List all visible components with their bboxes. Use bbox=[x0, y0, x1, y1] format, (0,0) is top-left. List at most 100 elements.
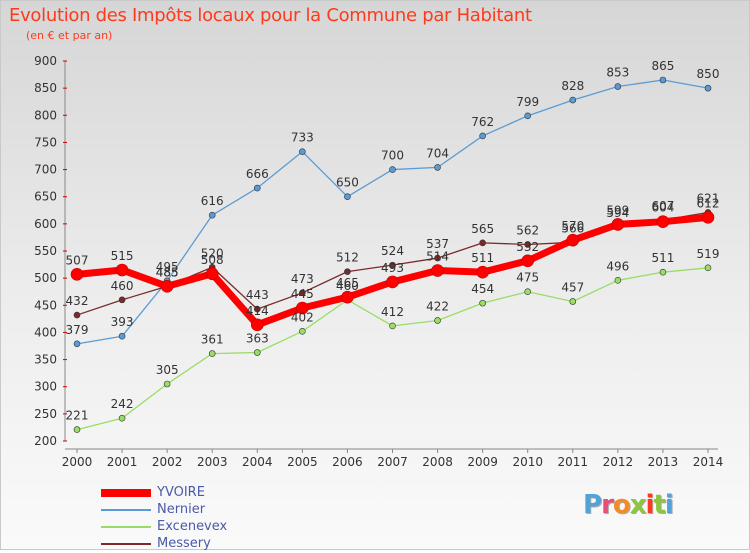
x-tick-label: 2012 bbox=[603, 455, 634, 469]
data-point-nernier bbox=[208, 211, 216, 219]
data-point-yvoire bbox=[160, 279, 174, 293]
logo-letter: x bbox=[629, 490, 647, 520]
data-label-yvoire: 515 bbox=[111, 249, 134, 263]
data-point-excenevex bbox=[253, 349, 261, 356]
data-point-yvoire bbox=[115, 263, 129, 277]
logo-letter: r bbox=[601, 490, 614, 520]
data-label-excenevex: 361 bbox=[201, 333, 224, 347]
data-point-messery bbox=[118, 296, 126, 304]
data-point-yvoire bbox=[70, 268, 84, 281]
data-point-excenevex bbox=[524, 288, 532, 296]
data-label-excenevex: 475 bbox=[516, 271, 539, 285]
x-tick-label: 2000 bbox=[62, 455, 93, 469]
data-point-yvoire bbox=[250, 318, 264, 332]
data-point-messery bbox=[524, 241, 532, 248]
legend-swatch bbox=[101, 489, 151, 497]
data-label-messery: 524 bbox=[381, 244, 404, 258]
legend-swatch bbox=[101, 526, 151, 528]
logo-letter: t bbox=[653, 490, 665, 520]
data-label-excenevex: 511 bbox=[651, 251, 674, 265]
y-tick-label: 750 bbox=[34, 135, 57, 149]
y-tick-label: 850 bbox=[34, 81, 57, 95]
data-point-nernier bbox=[253, 184, 261, 192]
data-label-yvoire: 514 bbox=[426, 250, 449, 264]
data-point-excenevex bbox=[479, 299, 486, 307]
data-label-yvoire: 493 bbox=[381, 261, 404, 275]
data-label-nernier: 700 bbox=[381, 149, 404, 163]
x-tick-label: 2008 bbox=[422, 455, 453, 469]
data-point-nernier bbox=[479, 132, 486, 140]
logo-letter: o bbox=[612, 490, 631, 520]
data-label-excenevex: 412 bbox=[381, 305, 404, 319]
data-label-nernier: 733 bbox=[291, 131, 314, 145]
logo-letter: i bbox=[664, 490, 674, 520]
legend-label: Excenevex bbox=[157, 519, 228, 534]
data-label-nernier: 853 bbox=[606, 66, 629, 80]
data-label-excenevex: 363 bbox=[246, 332, 269, 346]
y-tick-label: 300 bbox=[34, 380, 57, 394]
x-tick-label: 2010 bbox=[512, 455, 543, 469]
data-label-excenevex: 496 bbox=[606, 259, 629, 273]
x-tick-label: 2014 bbox=[693, 455, 724, 469]
data-point-yvoire bbox=[386, 275, 399, 289]
data-point-excenevex bbox=[118, 414, 126, 422]
data-point-nernier bbox=[659, 76, 667, 84]
x-tick-label: 2007 bbox=[377, 455, 408, 469]
data-label-yvoire: 445 bbox=[291, 287, 314, 301]
data-label-nernier: 393 bbox=[111, 315, 134, 329]
data-label-yvoire: 532 bbox=[516, 240, 539, 254]
data-label-excenevex: 422 bbox=[426, 299, 449, 313]
legend-label: YVOIRE bbox=[157, 485, 205, 500]
data-label-yvoire: 604 bbox=[651, 201, 674, 215]
y-tick-label: 800 bbox=[34, 108, 57, 122]
data-point-yvoire bbox=[566, 233, 580, 247]
data-point-yvoire bbox=[611, 218, 625, 231]
x-tick-label: 2006 bbox=[332, 455, 363, 469]
data-point-messery bbox=[73, 311, 81, 319]
y-tick-label: 400 bbox=[34, 325, 57, 339]
data-point-nernier bbox=[344, 193, 351, 201]
legend-label: Nernier bbox=[157, 502, 206, 517]
data-point-yvoire bbox=[701, 211, 715, 224]
data-point-yvoire bbox=[521, 254, 535, 268]
data-point-excenevex bbox=[73, 426, 81, 433]
x-tick-label: 2009 bbox=[467, 455, 498, 469]
data-label-yvoire: 511 bbox=[471, 251, 494, 265]
x-tick-label: 2005 bbox=[287, 455, 318, 469]
data-point-yvoire bbox=[476, 265, 489, 279]
data-label-yvoire: 485 bbox=[156, 265, 179, 279]
data-point-excenevex bbox=[614, 277, 622, 284]
data-point-messery bbox=[253, 305, 261, 313]
data-label-nernier: 650 bbox=[336, 176, 359, 190]
data-label-nernier: 865 bbox=[651, 59, 674, 73]
data-label-excenevex: 457 bbox=[561, 280, 584, 294]
data-label-excenevex: 242 bbox=[111, 397, 134, 411]
data-point-nernier bbox=[389, 166, 396, 173]
x-tick-label: 2013 bbox=[648, 455, 679, 469]
y-tick-label: 200 bbox=[34, 434, 57, 448]
x-tick-label: 2001 bbox=[107, 455, 138, 469]
y-tick-label: 350 bbox=[34, 353, 57, 367]
data-label-nernier: 379 bbox=[66, 323, 89, 337]
data-label-yvoire: 599 bbox=[606, 203, 629, 217]
data-point-nernier bbox=[569, 96, 577, 104]
data-label-messery: 460 bbox=[111, 279, 134, 293]
data-label-nernier: 495 bbox=[156, 260, 179, 274]
data-point-yvoire bbox=[341, 290, 354, 304]
data-point-excenevex bbox=[704, 264, 712, 272]
proxiti-logo: Proxiti bbox=[583, 490, 674, 520]
data-point-messery bbox=[479, 239, 486, 247]
data-label-messery: 537 bbox=[426, 237, 449, 251]
series-line-excenevex bbox=[76, 267, 709, 431]
data-point-excenevex bbox=[434, 317, 441, 324]
data-label-excenevex: 305 bbox=[156, 363, 179, 377]
data-point-excenevex bbox=[208, 350, 216, 357]
data-point-nernier bbox=[524, 112, 532, 120]
data-point-yvoire bbox=[205, 267, 219, 281]
data-point-messery bbox=[434, 254, 441, 262]
data-label-messery: 594 bbox=[606, 206, 629, 220]
data-point-nernier bbox=[614, 83, 622, 90]
legend-label: Messery bbox=[157, 536, 211, 551]
x-tick-label: 2002 bbox=[152, 455, 183, 469]
